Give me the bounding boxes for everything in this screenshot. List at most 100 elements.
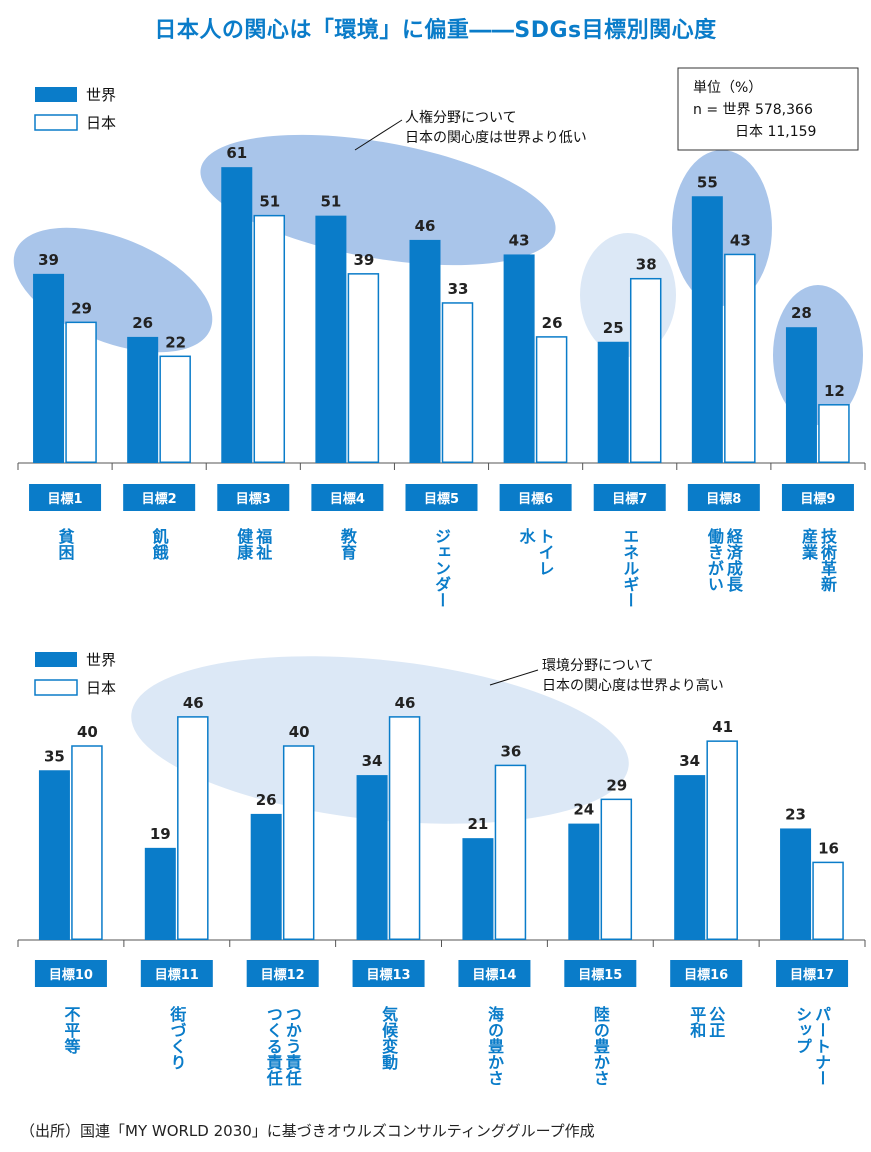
data-label-japan: 46 — [395, 694, 416, 712]
bar-japan — [706, 740, 738, 941]
topic-label: 水 — [517, 527, 536, 545]
goal-badge-label: 目標9 — [800, 491, 835, 507]
topic-label: シップ — [793, 1006, 812, 1054]
topic-label: 街づくり — [167, 1005, 187, 1070]
legend-world-swatch — [35, 87, 77, 102]
goal-badge-label: 目標2 — [142, 491, 177, 507]
goal-badge — [311, 484, 384, 511]
legend-japan-swatch — [34, 114, 78, 131]
data-label-world: 61 — [226, 144, 247, 162]
bar-world — [221, 167, 253, 463]
annotation-top-line-2: 日本の関心度は世界より低い — [405, 130, 587, 146]
topic-label: 貧困 — [56, 527, 75, 561]
source-note: （出所）国連「MY WORLD 2030」に基づきオウルズコンサルティンググルー… — [20, 1122, 595, 1140]
topic-label: 気候変動 — [379, 1005, 398, 1071]
goal-badge — [29, 484, 102, 511]
data-label-world: 34 — [679, 752, 700, 770]
topic-label: 技術革新 — [818, 527, 838, 593]
topic-label: つくる責任 — [264, 1006, 284, 1087]
legend-world-swatch — [35, 652, 77, 667]
data-label-world: 55 — [697, 173, 718, 191]
annotation-bottom-line-1: 環境分野について — [542, 658, 654, 674]
annotation-top-leader — [354, 119, 403, 151]
highlight-goals-3-6 — [200, 134, 556, 266]
bar-japan — [629, 277, 662, 464]
bar-japan — [347, 273, 380, 463]
data-label-japan: 29 — [606, 776, 627, 794]
data-label-japan: 41 — [712, 718, 733, 736]
topic-label: エネルギー — [620, 528, 639, 608]
data-label-japan: 29 — [71, 299, 92, 317]
goal-badge — [352, 960, 425, 987]
topic-label: ジェンダー — [432, 528, 451, 608]
bar-japan — [282, 745, 315, 940]
goal-badge-label: 目標17 — [790, 967, 834, 983]
topic-label: 海の豊かさ — [485, 1005, 504, 1086]
bar-world — [568, 823, 600, 940]
topic-label: パートナー — [812, 1006, 831, 1086]
goal-badge-label: 目標6 — [518, 491, 553, 507]
topic-label: 教育 — [338, 527, 357, 561]
data-label-japan: 16 — [818, 839, 839, 857]
bar-japan — [818, 404, 850, 463]
data-label-world: 51 — [320, 193, 341, 211]
data-label-world: 35 — [44, 747, 65, 765]
legend-top: 世界 日本 — [34, 86, 116, 132]
annotation-bottom: 環境分野について 日本の関心度は世界より高い — [489, 658, 724, 694]
bar-japan — [177, 716, 209, 941]
bar-world — [409, 239, 441, 463]
goal-badge-label: 目標1 — [48, 491, 83, 507]
goal-badge-label: 目標16 — [684, 967, 728, 983]
goal-badge-label: 目標14 — [472, 967, 516, 983]
data-label-world: 39 — [38, 251, 59, 269]
bar-world — [462, 838, 494, 940]
bar-japan — [724, 253, 756, 463]
bar-japan — [253, 214, 286, 463]
goal-badge — [405, 484, 478, 511]
annotation-bottom-leader — [489, 669, 539, 686]
topic-label: 健康 — [234, 527, 253, 561]
annotation-top: 人権分野について 日本の関心度は世界より低い — [354, 109, 587, 151]
data-label-japan: 46 — [183, 694, 204, 712]
topic-label: 不平等 — [61, 1006, 81, 1055]
unit-box-frame — [677, 67, 859, 151]
data-label-world: 34 — [362, 752, 383, 770]
bar-world — [597, 341, 629, 463]
bar-japan — [600, 798, 633, 940]
bar-world — [356, 775, 388, 940]
highlight-goal-7 — [580, 233, 676, 357]
topic-label: トイレ — [536, 528, 555, 576]
bar-world — [33, 273, 65, 463]
bar-japan — [388, 716, 421, 941]
bar-japan — [71, 745, 103, 940]
data-label-world: 26 — [256, 791, 277, 809]
n-japan: 日本 11,159 — [735, 124, 816, 140]
goal-badge — [34, 960, 107, 987]
goal-badge — [458, 960, 531, 987]
goal-badge — [140, 960, 213, 987]
data-label-world: 24 — [573, 801, 594, 819]
bar-world — [127, 336, 159, 463]
bar-japan — [441, 302, 474, 464]
topic-label: 福祉 — [253, 527, 273, 560]
annotation-bottom-line-2: 日本の関心度は世界より高い — [542, 677, 724, 694]
n-world: n = 世界 578,366 — [693, 102, 813, 118]
data-label-world: 21 — [468, 815, 489, 833]
data-label-world: 46 — [415, 217, 436, 235]
data-label-world: 43 — [509, 231, 530, 249]
goal-badge — [687, 484, 760, 511]
chart-panel-2: 35 40 目標10 不平等 19 46 目標11 街づくり 26 40 目標12 つかう責任つくる責… — [17, 694, 866, 1087]
goal-badge — [564, 960, 637, 987]
data-label-japan: 33 — [448, 280, 469, 298]
bar-world — [785, 327, 817, 463]
data-label-japan: 26 — [542, 314, 563, 332]
data-label-world: 23 — [785, 805, 806, 823]
topic-label: 平和 — [687, 1006, 706, 1039]
bar-world — [674, 775, 706, 940]
unit-box: 単位（%） n = 世界 578,366 日本 11,159 — [677, 67, 859, 151]
legend-bottom: 世界 日本 — [34, 651, 116, 697]
topic-label: 産業 — [799, 527, 819, 561]
